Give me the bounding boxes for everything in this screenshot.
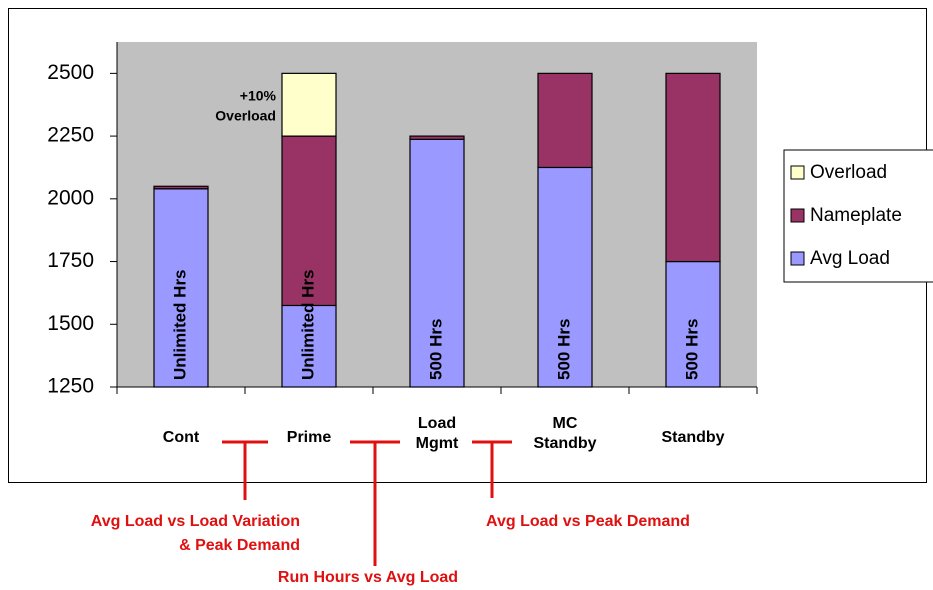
bar-segment xyxy=(281,72,337,137)
legend-label: Nameplate xyxy=(810,205,902,226)
x-tick-label: Load Mgmt xyxy=(415,415,459,452)
bar-label: 500 Hrs xyxy=(554,319,573,380)
annotation: & Peak Demand xyxy=(179,537,300,554)
bar-segment xyxy=(665,72,721,263)
x-tick-label: Prime xyxy=(286,429,332,446)
bar-label: Unlimited Hrs xyxy=(298,269,317,380)
bar-label: 500 Hrs xyxy=(682,319,701,380)
bar-segment xyxy=(537,72,593,169)
legend-label: Overload xyxy=(810,162,887,183)
annotation: Overload xyxy=(215,108,276,124)
y-tick-label: 2500 xyxy=(47,61,94,84)
y-tick-label: 1500 xyxy=(47,312,94,335)
legend-swatch xyxy=(790,251,805,266)
y-tick-label: 2000 xyxy=(47,186,94,209)
bar-label: Unlimited Hrs xyxy=(170,269,189,380)
x-tick-label: Standby xyxy=(661,429,725,446)
bar-segment xyxy=(153,188,209,388)
annotation: Avg Load vs Peak Demand xyxy=(486,513,690,530)
bar-segment xyxy=(281,135,337,307)
x-tick-label: Cont xyxy=(162,429,200,446)
annotation: Run Hours vs Avg Load xyxy=(278,569,458,586)
y-tick-label: 1750 xyxy=(47,249,94,272)
legend-swatch xyxy=(790,208,805,223)
bar-segment xyxy=(409,135,465,140)
bar-segment xyxy=(153,185,209,190)
legend-label: Avg Load xyxy=(810,248,890,269)
annotation: Avg Load vs Load Variation xyxy=(91,513,300,530)
bar-segment xyxy=(281,304,337,388)
legend-box xyxy=(783,149,933,283)
x-tick-label: MC Standby xyxy=(533,415,597,452)
bar-label: 500 Hrs xyxy=(426,319,445,380)
annotation: +10% xyxy=(240,88,277,104)
y-tick-label: 2250 xyxy=(47,124,94,147)
legend-swatch xyxy=(790,165,805,180)
y-tick-label: 1250 xyxy=(47,375,94,398)
